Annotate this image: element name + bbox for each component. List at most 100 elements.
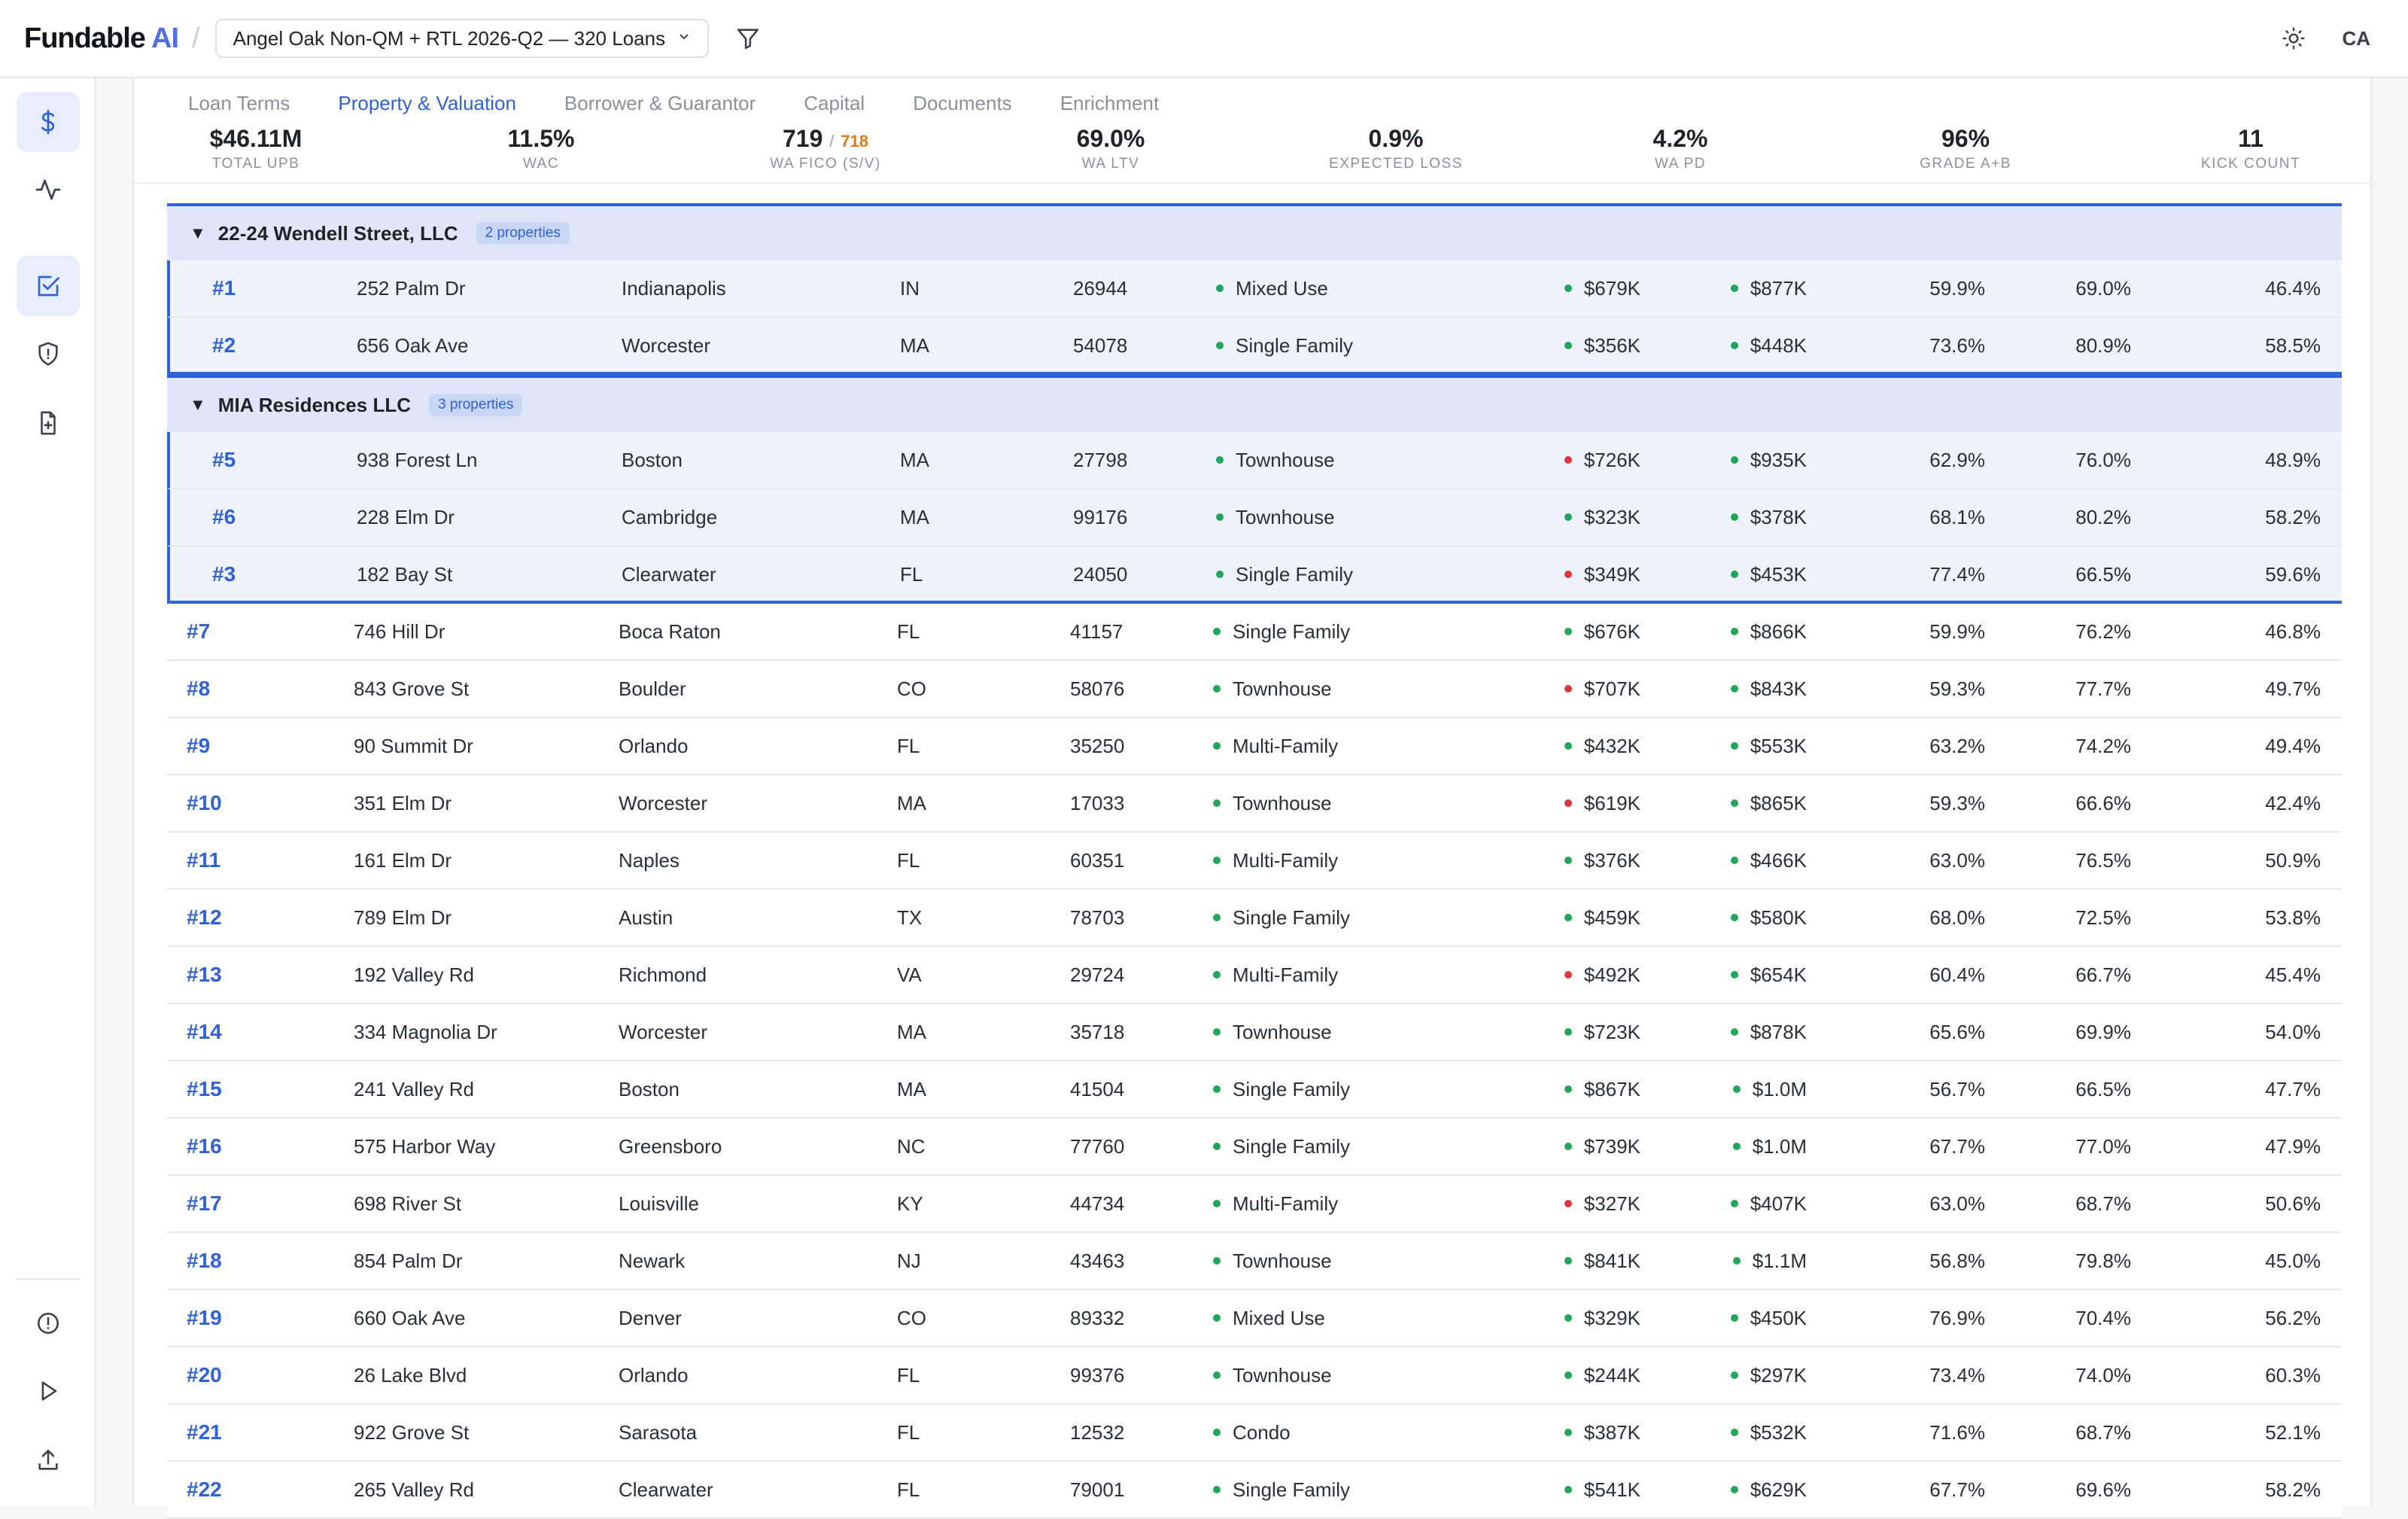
sidebar-upload-icon[interactable] <box>17 1430 80 1490</box>
loan-id-link[interactable]: #13 <box>187 963 222 986</box>
loan-id-link[interactable]: #10 <box>187 791 222 814</box>
table-row[interactable]: #17 698 River St Louisville KY 44734 Multi-Fa… <box>167 1176 2342 1233</box>
table-row[interactable]: #20 26 Lake Blvd Orlando FL 99376 Townhouse $2… <box>167 1347 2342 1405</box>
table-row[interactable]: #12 789 Elm Dr Austin TX 78703 Single Family $… <box>167 890 2342 947</box>
property-type-label: Condo <box>1233 1421 1291 1444</box>
cell-city: Boston <box>619 1078 680 1100</box>
loan-id-link[interactable]: #18 <box>187 1249 222 1272</box>
sidebar-alert-icon[interactable] <box>17 1293 80 1353</box>
table-row[interactable]: #16 575 Harbor Way Greensboro NC 77760 Single… <box>167 1119 2342 1176</box>
cell-address: 575 Harbor Way <box>354 1135 496 1158</box>
dataset-selector[interactable]: Angel Oak Non-QM + RTL 2026-Q2 — 320 Loa… <box>214 19 710 58</box>
sidebar-checklist-icon[interactable] <box>17 256 80 316</box>
loan-id-link[interactable]: #14 <box>187 1020 222 1043</box>
loan-id-link[interactable]: #1 <box>212 276 236 300</box>
theme-toggle-sun-icon[interactable] <box>2279 23 2309 53</box>
loan-id-link[interactable]: #19 <box>187 1306 222 1329</box>
tab-property-valuation[interactable]: Property & Valuation <box>338 92 516 114</box>
loan-id-link[interactable]: #11 <box>187 848 221 872</box>
sidebar-activity-icon[interactable] <box>17 160 80 220</box>
valuation-value: $1.1M <box>1752 1250 1807 1272</box>
status-dot <box>1564 571 1572 579</box>
tab-capital[interactable]: Capital <box>804 92 865 114</box>
loan-id-link[interactable]: #7 <box>187 619 211 643</box>
tab-enrichment[interactable]: Enrichment <box>1060 92 1160 114</box>
status-dot <box>1213 742 1221 750</box>
cell-percent: 77.4% <box>1929 563 1985 586</box>
cell-property-type: Townhouse <box>1213 1347 1332 1403</box>
loan-id-link[interactable]: #16 <box>187 1134 222 1158</box>
table-row[interactable]: #18 854 Palm Dr Newark NJ 43463 Townhouse $841… <box>167 1233 2342 1290</box>
valuation-value: $327K <box>1583 1192 1640 1215</box>
cell-address: 854 Palm Dr <box>354 1250 463 1272</box>
property-type-label: Multi-Family <box>1233 963 1339 986</box>
cell-valuation: $1.1M <box>1732 1233 1807 1289</box>
sidebar-document-plus-icon[interactable] <box>17 393 80 453</box>
collapse-triangle-icon[interactable]: ▼ <box>190 395 206 414</box>
loan-id-link[interactable]: #2 <box>212 333 236 357</box>
collapse-triangle-icon[interactable]: ▼ <box>190 224 206 242</box>
sidebar-dollar-icon[interactable] <box>17 92 80 152</box>
table-row[interactable]: #15 241 Valley Rd Boston MA 41504 Single Fami… <box>167 1061 2342 1119</box>
loan-id-link[interactable]: #22 <box>187 1478 222 1501</box>
sidebar-shield-icon[interactable] <box>17 324 80 384</box>
table-row[interactable]: #14 334 Magnolia Dr Worcester MA 35718 Townho… <box>167 1004 2342 1061</box>
table-row[interactable]: #22 265 Valley Rd Clearwater FL 79001 Single … <box>167 1462 2342 1519</box>
table-row[interactable]: #19 660 Oak Ave Denver CO 89332 Mixed Use $329… <box>167 1290 2342 1347</box>
cell-valuation: $739K <box>1564 1119 1640 1174</box>
valuation-value: $378K <box>1750 506 1807 528</box>
app-logo[interactable]: Fundable AI <box>24 23 179 55</box>
cell-percent: 76.9% <box>1929 1307 1985 1329</box>
group-header[interactable]: ▼ MIA Residences LLC 3 properties <box>167 375 2342 432</box>
table-row[interactable]: #10 351 Elm Dr Worcester MA 17033 Townhouse $6… <box>167 775 2342 833</box>
table-row[interactable]: #2 656 Oak Ave Worcester MA 54078 Single Fami… <box>167 318 2342 375</box>
table-row[interactable]: #13 192 Valley Rd Richmond VA 29724 Multi-Fam… <box>167 947 2342 1004</box>
user-avatar[interactable]: CA <box>2342 26 2370 50</box>
cell-valuation: $376K <box>1564 833 1640 888</box>
cell-percent: 74.0% <box>2075 1364 2131 1387</box>
cell-percent: 74.2% <box>2075 735 2131 757</box>
cell-percent: 66.5% <box>2075 1078 2131 1100</box>
valuation-value: $356K <box>1583 334 1640 357</box>
loan-id-link[interactable]: #15 <box>187 1077 222 1100</box>
property-type-label: Mixed Use <box>1233 1307 1325 1329</box>
cell-state: IN <box>900 277 920 300</box>
cell-valuation: $327K <box>1564 1176 1640 1231</box>
cell-valuation: $679K <box>1564 260 1640 316</box>
tab-borrower-guarantor[interactable]: Borrower & Guarantor <box>564 92 756 114</box>
valuation-value: $629K <box>1750 1478 1807 1501</box>
loan-id-link[interactable]: #12 <box>187 906 222 929</box>
table-row[interactable]: #21 922 Grove St Sarasota FL 12532 Condo $387K… <box>167 1405 2342 1462</box>
table-row[interactable]: #8 843 Grove St Boulder CO 58076 Townhouse $70… <box>167 661 2342 718</box>
cell-zip: 44734 <box>1070 1192 1125 1215</box>
loan-id-link[interactable]: #6 <box>212 505 236 528</box>
kpi-wa-pd: 4.2% WA PD <box>1567 125 1793 172</box>
cell-percent: 66.6% <box>2075 792 2131 814</box>
kpi-value: 719 <box>782 125 823 152</box>
loan-id-link[interactable]: #20 <box>187 1363 222 1387</box>
loan-id-link[interactable]: #5 <box>212 448 236 471</box>
table-row[interactable]: #7 746 Hill Dr Boca Raton FL 41157 Single Fam… <box>167 604 2342 661</box>
loan-id-link[interactable]: #9 <box>187 734 211 757</box>
table-row[interactable]: #1 252 Palm Dr Indianapolis IN 26944 Mixed Us… <box>167 260 2342 318</box>
table-row[interactable]: #5 938 Forest Ln Boston MA 27798 Townhouse $72… <box>167 432 2342 489</box>
property-type-label: Multi-Family <box>1233 1192 1339 1215</box>
filter-icon[interactable] <box>731 22 765 55</box>
loan-id-link[interactable]: #21 <box>187 1420 222 1444</box>
loan-id-link[interactable]: #8 <box>187 677 211 700</box>
cell-percent: 58.2% <box>2265 1478 2321 1501</box>
loan-id-link[interactable]: #3 <box>212 562 236 586</box>
table-row[interactable]: #9 90 Summit Dr Orlando FL 35250 Multi-Family… <box>167 718 2342 775</box>
table-row[interactable]: #6 228 Elm Dr Cambridge MA 99176 Townhouse $32… <box>167 489 2342 546</box>
cell-valuation: $349K <box>1564 546 1640 602</box>
tab-loan-terms[interactable]: Loan Terms <box>188 92 290 114</box>
table-row[interactable]: #11 161 Elm Dr Naples FL 60351 Multi-Family $3… <box>167 833 2342 890</box>
kpi-value: 11.5% <box>507 125 575 152</box>
table-row[interactable]: #3 182 Bay St Clearwater FL 24050 Single Fami… <box>167 546 2342 604</box>
group-header[interactable]: ▼ 22-24 Wendell Street, LLC 2 properties <box>167 203 2342 260</box>
status-dot <box>1564 1257 1572 1265</box>
cell-percent: 52.1% <box>2265 1421 2321 1444</box>
loan-id-link[interactable]: #17 <box>187 1192 222 1215</box>
sidebar-play-icon[interactable] <box>17 1361 80 1421</box>
tab-documents[interactable]: Documents <box>913 92 1012 114</box>
